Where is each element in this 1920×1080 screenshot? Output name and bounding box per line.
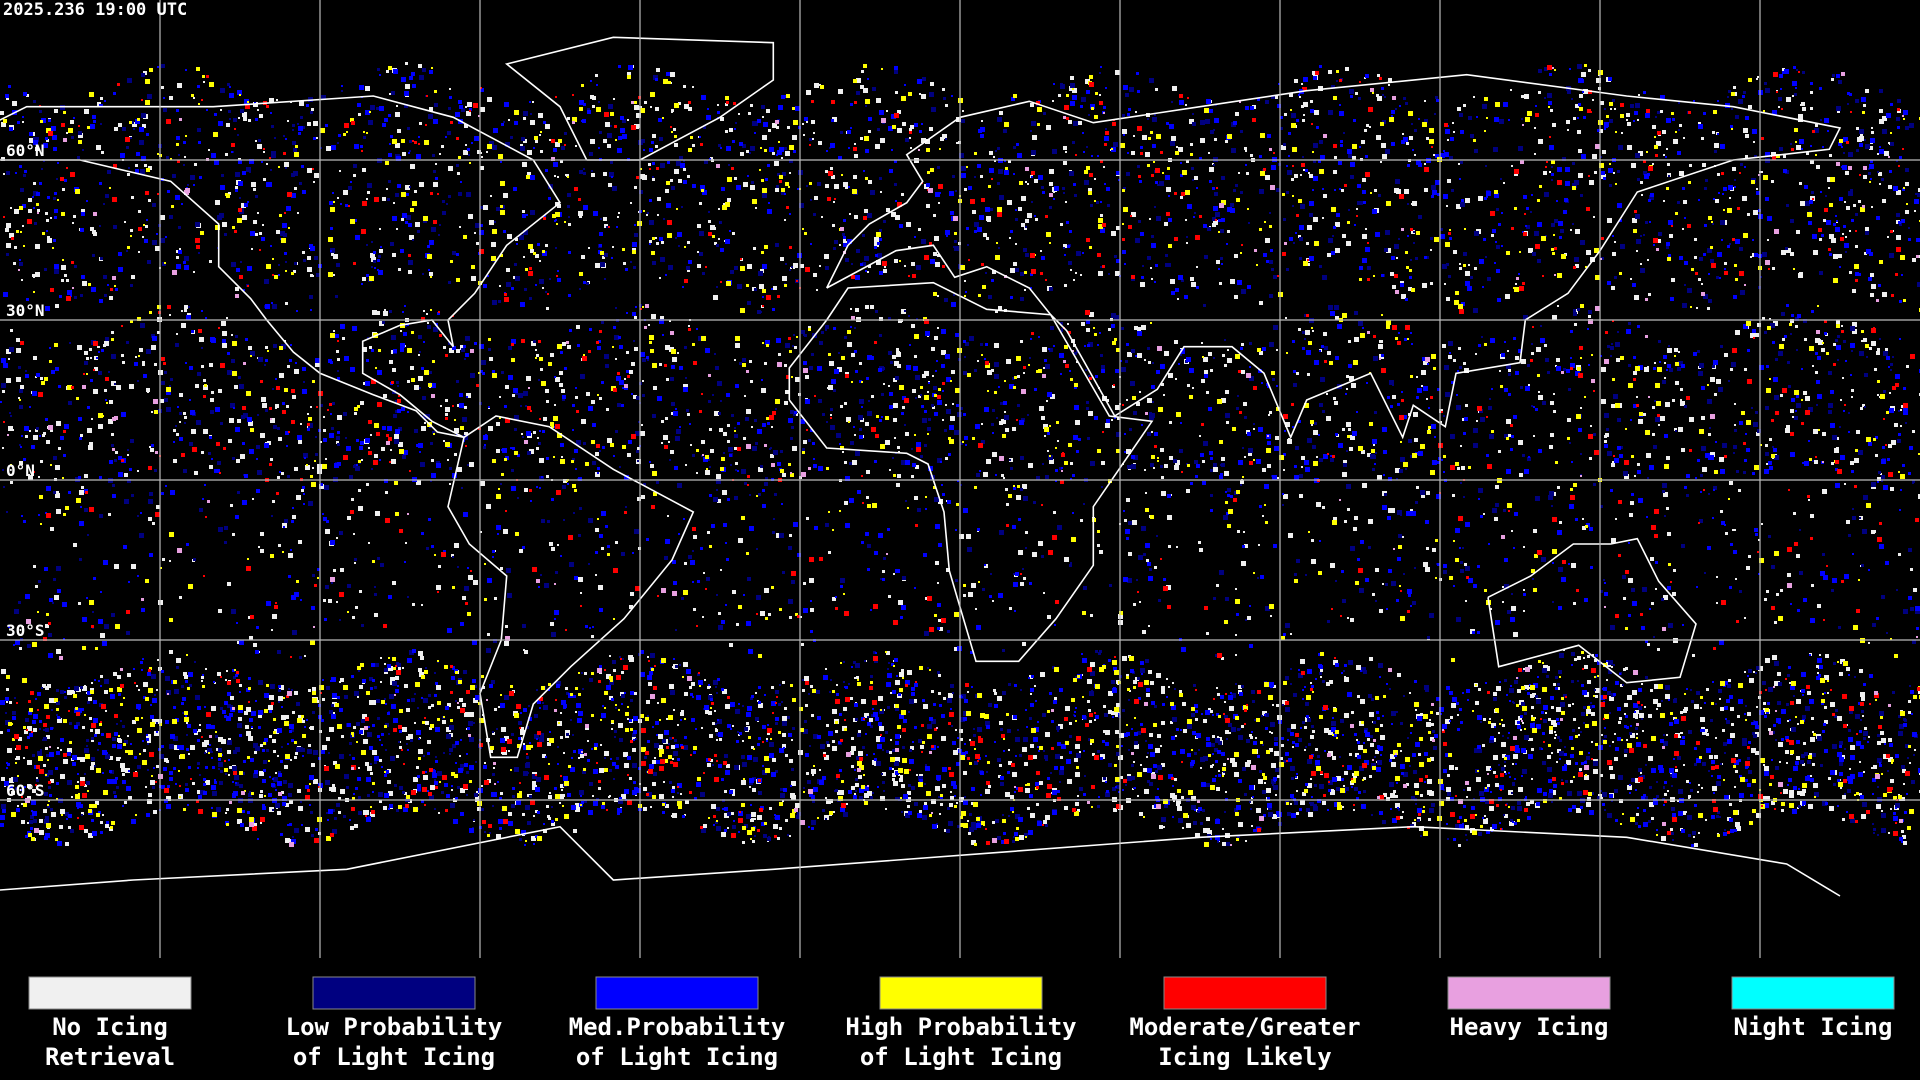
legend-label: Night Icing [1734,1013,1893,1041]
coastline [447,415,695,759]
latitude-label: 60°N [6,141,45,160]
legend-item: Night Icing [1731,976,1895,1041]
graticule [0,0,1920,958]
legend-swatch [595,976,759,1010]
legend-swatch [1447,976,1611,1010]
legend-label: Low Probability [286,1013,503,1041]
timestamp: 2025.236 19:00 UTC [3,0,187,20]
coastline [788,281,1154,663]
legend-swatch [312,976,476,1010]
latitude-label: 30°N [6,301,45,320]
legend-label: No Icing [52,1013,168,1041]
legend-label: Heavy Icing [1450,1013,1609,1041]
latitude-labels: 60°N 30°N 0°N 30°S 60°S [6,141,45,800]
coastline [504,36,775,161]
legend-swatch [879,976,1043,1010]
coastline [825,73,1842,440]
legend-label: of Light Icing [860,1043,1062,1071]
legend-swatch [28,976,192,1010]
legend-label: of Light Icing [576,1043,778,1071]
legend-label: High Probability [845,1013,1076,1041]
legend-label: Icing Likely [1158,1043,1331,1071]
latitude-label: 30°S [6,621,45,640]
legend-label: Retrieval [45,1043,175,1071]
legend-item: Heavy Icing [1447,976,1611,1041]
legend-label: Moderate/Greater [1129,1013,1360,1041]
legend-label: of Light Icing [293,1043,495,1071]
coastlines [0,36,1842,897]
coastline [0,825,1841,897]
legend-swatch [1731,976,1895,1010]
latitude-label: 60°S [6,781,45,800]
coastline [0,95,562,439]
legend-swatch [1163,976,1327,1010]
legend-label: Med.Probability [569,1013,786,1041]
latitude-label: 0°N [6,461,35,480]
coastline [1487,537,1697,684]
